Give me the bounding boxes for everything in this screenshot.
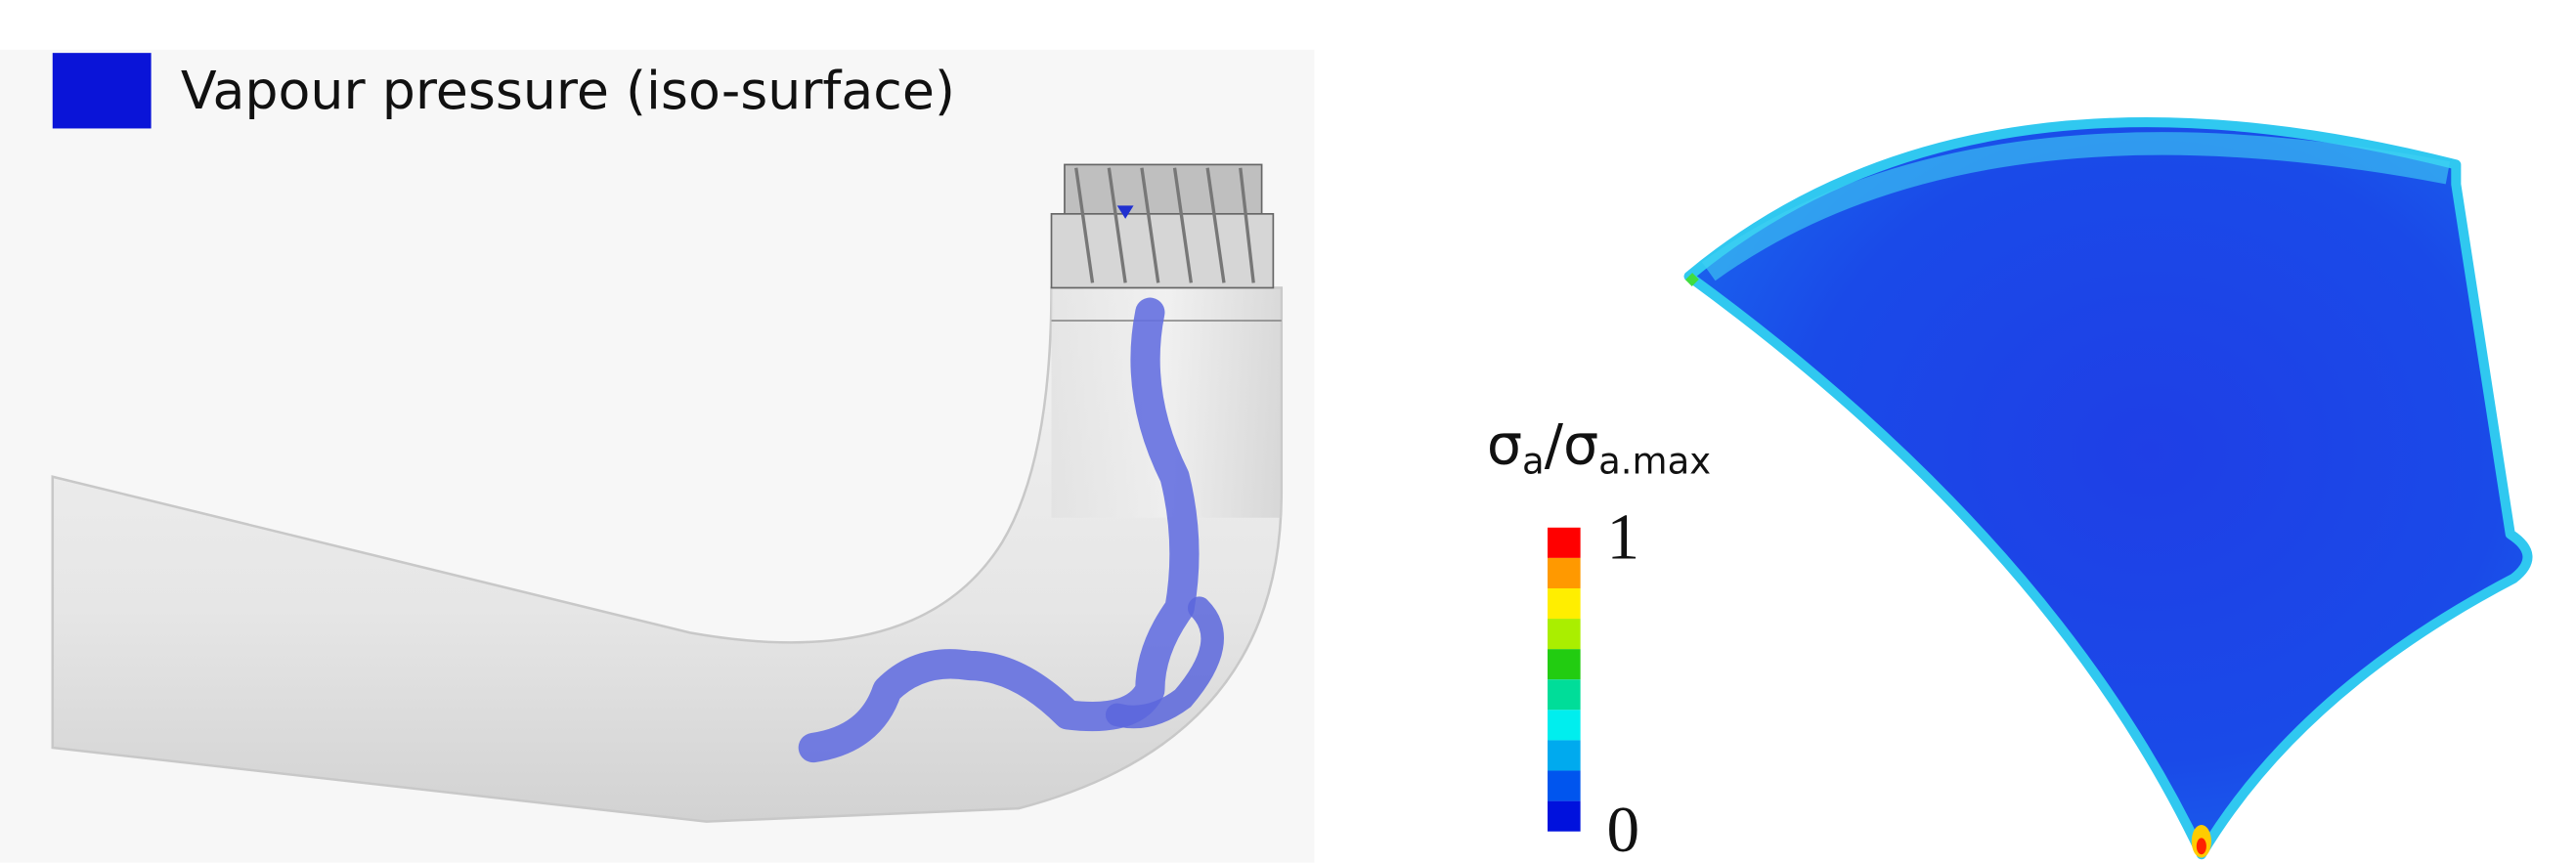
colorbar-min: 0 [1607, 793, 1640, 863]
title-sub: a.max [1598, 440, 1711, 482]
title-part: /σ [1545, 412, 1598, 477]
hotspot-core [2197, 838, 2206, 854]
blade [1689, 122, 2528, 854]
page: {"legend": {"label": "Vapour pressure (i… [0, 0, 2576, 863]
runner [1052, 164, 1274, 287]
figure: Vapour pressure (iso-surface) σa/σa.max … [0, 0, 2576, 863]
legend-swatch [53, 53, 152, 128]
colorbar [1548, 528, 1581, 832]
blade-tip [1689, 277, 1696, 283]
title-part: σ [1487, 412, 1522, 477]
colorbar-max: 1 [1607, 500, 1640, 574]
legend-label: Vapour pressure (iso-surface) [181, 60, 955, 121]
title-sub: a [1522, 440, 1545, 482]
colorbar-title: σa/σa.max [1487, 412, 1711, 482]
